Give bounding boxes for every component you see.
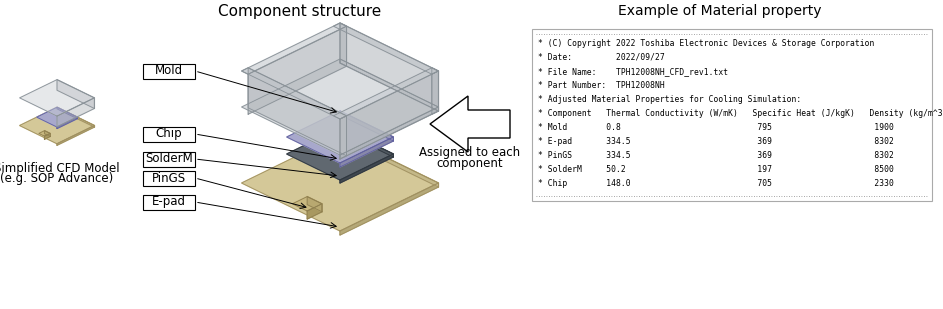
Text: * File Name:    TPH12008NH_CFD_rev1.txt: * File Name: TPH12008NH_CFD_rev1.txt: [538, 67, 728, 76]
Text: * (C) Copyright 2022 Toshiba Electronic Devices & Storage Corporation: * (C) Copyright 2022 Toshiba Electronic …: [538, 39, 874, 48]
Text: * Part Number:  TPH12008NH: * Part Number: TPH12008NH: [538, 81, 665, 90]
Text: component: component: [437, 157, 504, 170]
FancyBboxPatch shape: [143, 151, 195, 167]
Text: Mold: Mold: [155, 65, 183, 78]
Polygon shape: [307, 204, 322, 219]
Polygon shape: [57, 125, 94, 145]
Polygon shape: [248, 68, 347, 156]
Polygon shape: [39, 131, 50, 136]
Polygon shape: [241, 23, 347, 74]
Polygon shape: [340, 137, 393, 167]
Polygon shape: [432, 71, 438, 114]
Text: SolderM: SolderM: [145, 153, 193, 166]
Polygon shape: [340, 71, 438, 159]
Polygon shape: [340, 59, 438, 111]
Text: * Mold        0.8                            795                     1900: * Mold 0.8 795 1900: [538, 123, 894, 132]
Polygon shape: [340, 154, 393, 183]
Text: Chip: Chip: [156, 128, 182, 141]
Polygon shape: [340, 111, 393, 141]
FancyBboxPatch shape: [143, 64, 195, 78]
Polygon shape: [57, 117, 77, 129]
Text: * Component   Thermal Conductivity (W/mK)   Specific Heat (J/kgK)   Density (kg/: * Component Thermal Conductivity (W/mK) …: [538, 109, 943, 118]
Polygon shape: [20, 107, 94, 144]
Text: (e.g. SOP Advance): (e.g. SOP Advance): [0, 172, 113, 185]
Polygon shape: [334, 23, 438, 74]
Polygon shape: [241, 68, 347, 119]
Polygon shape: [432, 68, 438, 111]
Polygon shape: [20, 80, 94, 116]
Text: Component structure: Component structure: [219, 4, 382, 19]
Polygon shape: [57, 107, 77, 119]
Polygon shape: [57, 80, 94, 108]
Polygon shape: [340, 135, 438, 187]
Polygon shape: [292, 197, 322, 211]
Polygon shape: [287, 128, 393, 180]
Polygon shape: [340, 23, 347, 66]
Text: * Adjusted Material Properties for Cooling Simulation:: * Adjusted Material Properties for Cooli…: [538, 95, 802, 104]
Text: * Date:         2022/09/27: * Date: 2022/09/27: [538, 53, 665, 62]
Polygon shape: [307, 197, 322, 212]
Polygon shape: [44, 133, 50, 139]
Text: Assigned to each: Assigned to each: [420, 146, 521, 159]
Polygon shape: [340, 183, 438, 235]
Text: Simplified CFD Model: Simplified CFD Model: [0, 162, 120, 175]
Polygon shape: [340, 107, 438, 159]
Text: Example of Material property: Example of Material property: [619, 4, 821, 18]
Text: * SolderM     50.2                           197                     8500: * SolderM 50.2 197 8500: [538, 165, 894, 174]
Polygon shape: [241, 59, 438, 155]
Polygon shape: [248, 26, 347, 114]
Text: * PinGS       334.5                          369                     8302: * PinGS 334.5 369 8302: [538, 151, 894, 160]
Polygon shape: [340, 23, 438, 111]
FancyBboxPatch shape: [532, 29, 932, 201]
Text: E-pad: E-pad: [152, 196, 186, 209]
Polygon shape: [37, 107, 77, 127]
Polygon shape: [44, 131, 50, 137]
FancyBboxPatch shape: [143, 126, 195, 142]
Polygon shape: [340, 128, 393, 157]
Polygon shape: [334, 68, 438, 119]
FancyBboxPatch shape: [143, 194, 195, 210]
Polygon shape: [430, 96, 510, 152]
Polygon shape: [57, 107, 94, 127]
Text: PinGS: PinGS: [152, 171, 186, 184]
Text: * E-pad       334.5                          369                     8302: * E-pad 334.5 369 8302: [538, 137, 894, 146]
Polygon shape: [57, 98, 94, 127]
Polygon shape: [340, 116, 347, 159]
Polygon shape: [287, 111, 393, 163]
Polygon shape: [241, 135, 438, 231]
FancyBboxPatch shape: [143, 171, 195, 185]
Text: * Chip        148.0                          705                     2330: * Chip 148.0 705 2330: [538, 179, 894, 188]
